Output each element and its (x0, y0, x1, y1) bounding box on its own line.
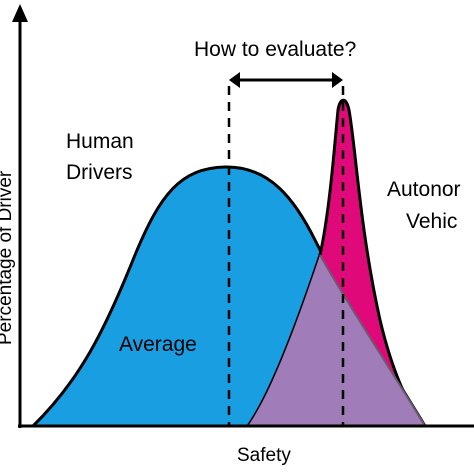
human-drivers-label-line2: Drivers (66, 161, 133, 184)
y-axis-arrow (12, 4, 28, 22)
y-axis-label: Percentage of Driver (0, 170, 16, 345)
overlap-edge (319, 254, 426, 427)
average-label: Average (119, 333, 197, 356)
overlap-region (248, 255, 425, 426)
av-label-line1: Autonor (387, 178, 461, 201)
evaluation-arrow-right (332, 72, 343, 88)
evaluation-arrow-left (229, 72, 240, 88)
av-label-line2: Vehic (406, 210, 457, 233)
x-axis-label: Safety (237, 445, 291, 466)
question-label: How to evaluate? (194, 38, 356, 61)
human-drivers-label-line1: Human (66, 130, 134, 153)
